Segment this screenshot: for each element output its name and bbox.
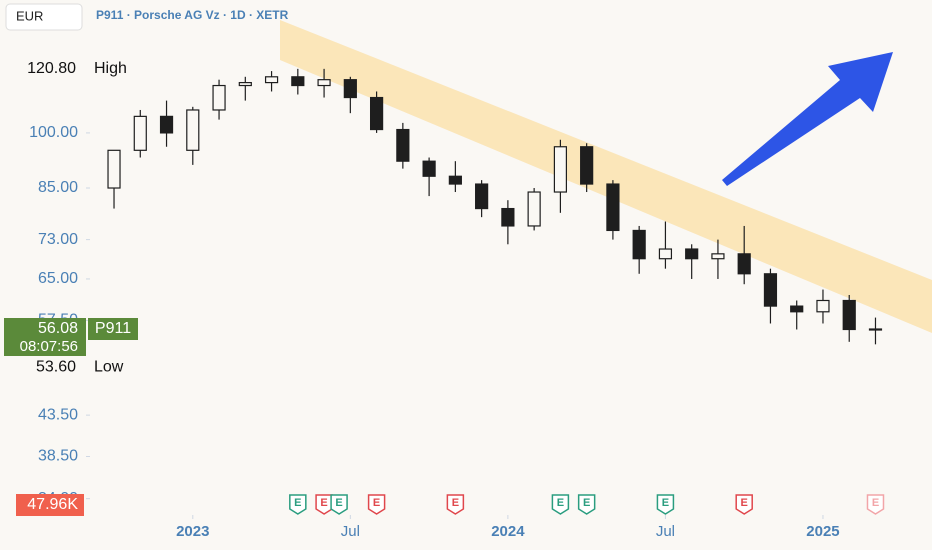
low_marker-text: Low — [94, 359, 124, 376]
body — [369, 96, 384, 131]
body — [527, 191, 541, 227]
y-tick-label: 85.00 — [38, 179, 78, 196]
last-price-badge — [4, 318, 86, 357]
event-label: E — [452, 497, 459, 509]
body — [186, 109, 200, 151]
x-tick-label: Jul — [341, 523, 360, 540]
high_marker-value: 120.80 — [27, 60, 76, 77]
y-tick-label: 38.50 — [38, 448, 78, 465]
body — [606, 183, 620, 232]
high_marker-text: High — [94, 60, 127, 77]
volume-badge — [16, 494, 84, 516]
event-label: E — [373, 497, 380, 509]
body — [580, 146, 594, 185]
body — [448, 175, 462, 185]
y-tick-label: 65.00 — [38, 270, 78, 287]
last-price: 56.08 — [38, 320, 78, 337]
arrow — [722, 52, 893, 186]
body — [107, 149, 121, 189]
x-tick-label: Jul — [656, 523, 675, 540]
event-label: E — [335, 497, 342, 509]
high_marker-bg — [14, 57, 134, 80]
body — [842, 299, 856, 331]
volume-label: 47.96K — [27, 496, 78, 513]
last-time: 08:07:56 — [20, 338, 78, 355]
body — [632, 229, 646, 260]
low_marker-value: 53.60 — [36, 359, 76, 376]
body — [264, 76, 279, 84]
y-tick-label: 73.00 — [38, 231, 78, 248]
body — [212, 84, 226, 111]
body — [868, 328, 883, 331]
x-tick-label: 2023 — [176, 523, 209, 540]
event-marker — [446, 494, 465, 515]
currency-box[interactable] — [5, 3, 83, 31]
body — [685, 248, 699, 260]
y-tick-label: 100.00 — [29, 124, 78, 141]
body — [658, 248, 673, 260]
x-tick-label: 2024 — [491, 523, 525, 540]
body — [238, 81, 252, 87]
symbol-title: P911 · Porsche AG Vz · 1D · XETR — [96, 8, 289, 22]
event-marker — [367, 494, 386, 515]
body — [343, 79, 357, 99]
body — [501, 207, 515, 227]
body — [737, 253, 751, 275]
body — [291, 76, 305, 87]
x-tick-label: 2025 — [806, 523, 839, 540]
body — [790, 305, 804, 313]
low_marker-bg — [14, 356, 134, 379]
body — [396, 128, 410, 162]
body — [711, 253, 725, 260]
body — [133, 115, 147, 151]
symbol-label: P911 — [95, 320, 131, 337]
event-label: E — [320, 497, 327, 509]
event-label: E — [662, 497, 669, 509]
body — [159, 115, 174, 134]
event-label: E — [294, 497, 301, 509]
body — [475, 183, 489, 210]
symbol-badge — [88, 318, 138, 341]
event-label: E — [872, 497, 879, 509]
body — [763, 273, 778, 307]
event-label: E — [741, 497, 748, 509]
event-marker — [315, 494, 333, 515]
currency: EUR — [16, 8, 43, 23]
body — [317, 79, 331, 87]
body — [816, 299, 830, 313]
event-marker — [866, 494, 885, 515]
event-marker — [551, 494, 570, 515]
event-marker — [289, 494, 307, 515]
body — [553, 146, 567, 193]
event-marker — [577, 494, 596, 515]
event-label: E — [583, 497, 590, 509]
event-marker — [656, 494, 675, 515]
event-label: E — [557, 497, 564, 509]
event-marker — [735, 494, 753, 515]
body — [422, 160, 436, 177]
event-marker — [330, 494, 348, 515]
y-tick-label: 43.50 — [38, 406, 78, 423]
trend-channel — [280, 20, 932, 333]
